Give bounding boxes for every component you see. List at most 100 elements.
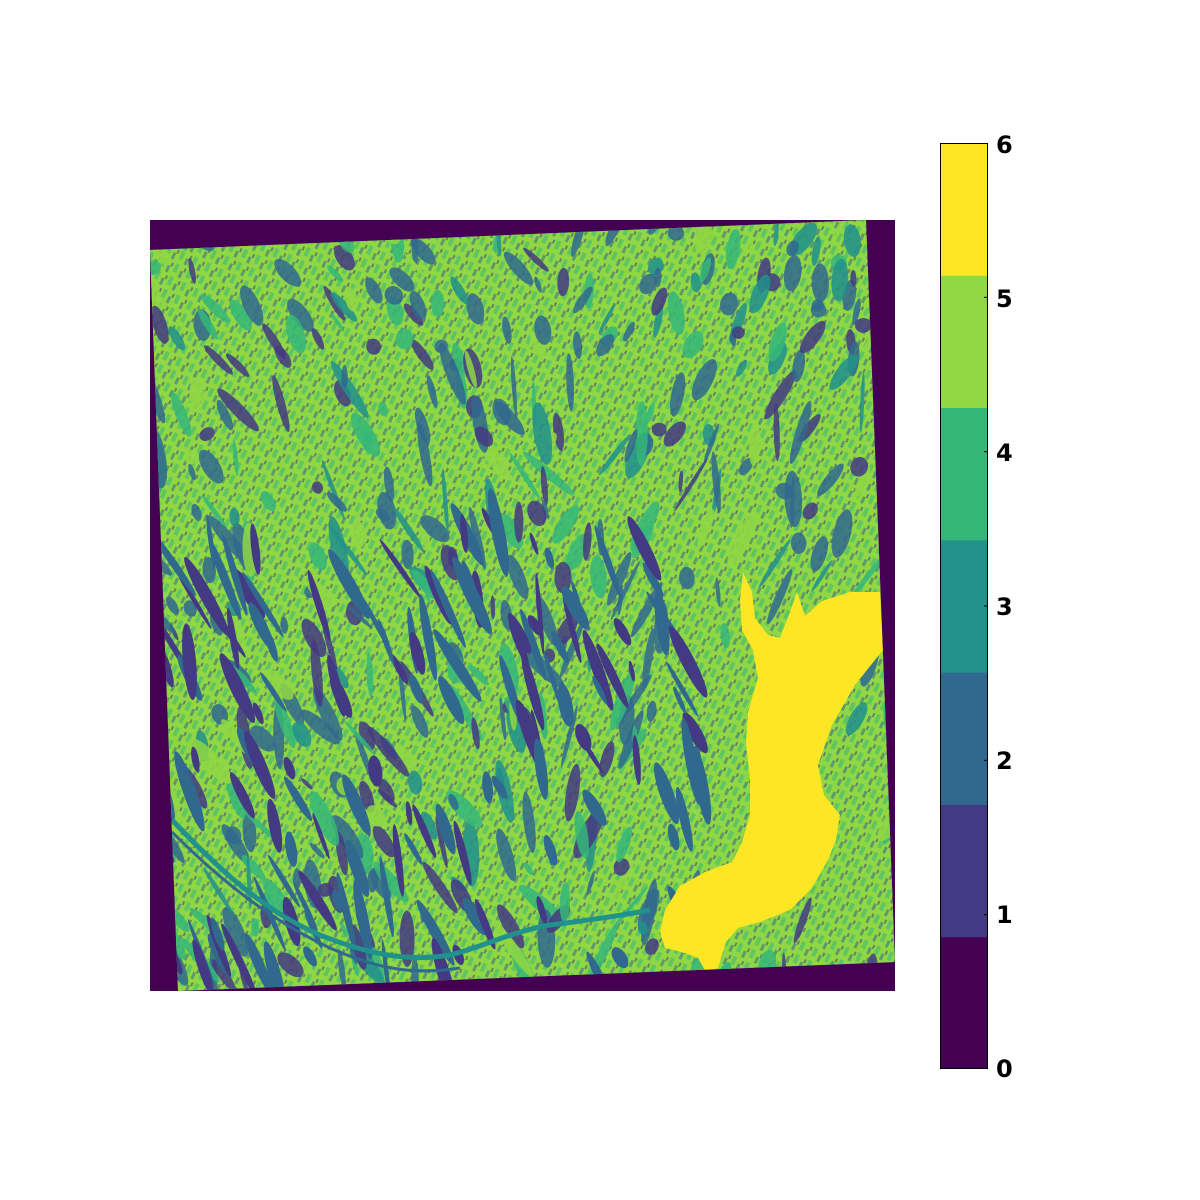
land-cover-patch: [681, 718, 701, 805]
land-cover-patch: [383, 466, 395, 503]
land-cover-patch: [244, 933, 273, 991]
land-cover-patch: [366, 338, 382, 355]
land-cover-patch: [307, 569, 331, 641]
land-cover-patch: [503, 251, 534, 285]
land-cover-patch: [182, 623, 197, 701]
land-cover-patch: [210, 917, 225, 951]
land-cover-patch: [411, 705, 429, 738]
colorbar-band-0: [940, 936, 988, 1069]
land-cover-patch: [719, 292, 739, 316]
land-cover-patch: [699, 257, 712, 283]
land-cover-patch: [748, 420, 761, 466]
land-cover-patch: [624, 429, 638, 463]
land-cover-patch: [386, 297, 404, 326]
land-cover-patch: [651, 422, 667, 437]
land-cover-patch: [715, 577, 721, 607]
land-cover-patch: [582, 522, 592, 561]
land-cover-patch: [542, 648, 562, 709]
land-cover-patch: [426, 375, 438, 409]
land-cover-patch: [711, 451, 721, 513]
land-cover-patch: [350, 413, 381, 457]
land-cover-patch: [693, 745, 703, 780]
land-cover-patch: [492, 398, 511, 426]
land-cover-patch: [562, 594, 582, 664]
land-cover-patch: [487, 488, 509, 577]
land-cover-patch: [586, 870, 595, 896]
land-cover-patch: [367, 869, 379, 893]
land-cover-patch: [420, 515, 450, 543]
land-cover-patch: [399, 910, 415, 967]
land-cover-patch: [433, 629, 482, 702]
land-cover-patch: [598, 434, 631, 476]
land-cover-patch: [277, 952, 304, 978]
land-cover-patch: [361, 595, 390, 650]
land-cover-patch: [468, 664, 489, 686]
land-cover-patch: [786, 240, 799, 257]
land-cover-patch: [514, 501, 524, 543]
land-cover-patch: [638, 921, 648, 936]
land-cover-patch: [667, 291, 685, 335]
land-cover-patch: [411, 238, 436, 265]
land-cover-patch: [274, 258, 302, 287]
land-cover-patch: [594, 525, 621, 598]
land-cover-patch: [507, 613, 532, 654]
land-cover-patch: [534, 276, 542, 293]
land-cover-patch: [267, 798, 283, 853]
land-cover-patch: [264, 629, 278, 662]
land-cover-patch: [301, 618, 327, 657]
land-cover-patch: [359, 780, 375, 813]
land-cover-patch: [743, 241, 754, 257]
land-cover-patch: [183, 600, 197, 617]
land-cover-patch: [264, 669, 294, 700]
colorbar-band-3: [940, 539, 988, 673]
land-cover-patch: [329, 676, 353, 718]
land-cover-patch: [831, 509, 853, 558]
land-cover-patch: [642, 628, 655, 688]
land-cover-patch: [627, 516, 662, 581]
land-cover-patch: [554, 561, 572, 594]
land-cover-patch: [613, 618, 632, 646]
land-cover-patch: [703, 423, 719, 464]
land-cover-patch: [229, 507, 240, 528]
land-cover-patch: [366, 805, 386, 827]
land-cover-patch: [758, 539, 791, 588]
land-cover-patch: [358, 721, 376, 751]
land-cover-patch: [450, 276, 469, 305]
land-cover-patch: [340, 921, 348, 938]
land-cover-patch: [667, 225, 685, 241]
land-cover-patch: [678, 470, 684, 493]
land-cover-patch: [532, 402, 553, 465]
land-cover-patch: [645, 402, 655, 425]
land-cover-patch: [209, 613, 223, 636]
land-cover-patch: [208, 538, 242, 620]
land-cover-patch: [192, 939, 214, 991]
land-cover-patch: [171, 392, 192, 437]
land-cover-patch: [697, 509, 715, 549]
land-cover-patch: [304, 909, 323, 949]
land-cover-patch: [527, 615, 543, 636]
land-cover-patch: [482, 771, 494, 804]
land-cover-patch: [510, 356, 517, 417]
land-cover-patch: [197, 308, 219, 340]
classification-map: [150, 220, 895, 991]
land-cover-patch: [431, 289, 445, 318]
land-cover-patch: [452, 557, 492, 635]
land-cover-patch: [735, 359, 748, 377]
land-cover-patch: [773, 222, 779, 247]
land-cover-patch: [168, 326, 186, 351]
land-cover-patch: [682, 331, 704, 359]
land-cover-patch: [452, 342, 466, 375]
land-cover-patch: [404, 833, 423, 865]
land-cover-patch: [522, 451, 575, 496]
land-cover-patch: [845, 702, 868, 736]
land-cover-patch: [810, 536, 829, 572]
land-cover-patch: [368, 755, 383, 787]
land-cover-patch: [435, 815, 448, 869]
land-cover-patch: [300, 709, 340, 745]
colorbar-band-6: [940, 143, 988, 276]
land-cover-patch: [574, 811, 589, 859]
land-cover-patch: [217, 388, 259, 432]
land-cover-patch: [312, 812, 330, 860]
land-cover-patch: [252, 702, 264, 725]
land-cover-patch: [367, 726, 410, 777]
